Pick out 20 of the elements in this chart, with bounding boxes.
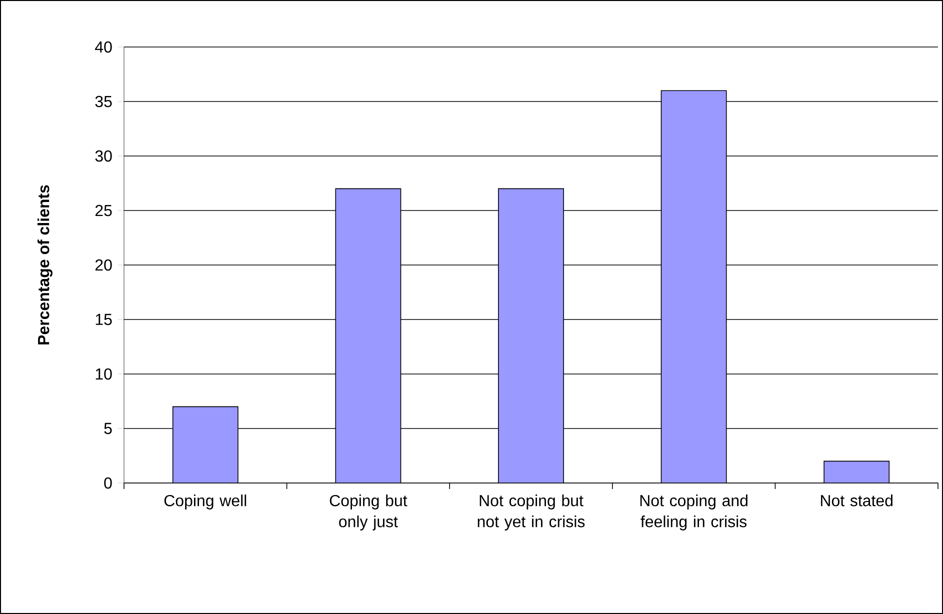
y-tick-label: 15: [96, 314, 112, 326]
bar: [172, 406, 238, 483]
y-tick-label: 25: [95, 204, 112, 216]
x-tick-label: Not coping and feeling in crisis: [640, 494, 748, 530]
bar: [660, 90, 727, 483]
y-tick-label: 35: [95, 96, 112, 108]
x-tick-label: Not coping but not yet in crisis: [478, 494, 585, 530]
x-tick-label: Coping but only just: [330, 494, 408, 530]
y-tick-label: 5: [104, 422, 112, 434]
y-tick-label: 40: [95, 41, 112, 53]
y-tick-label: 30: [95, 150, 112, 162]
x-tick-label: Coping well: [164, 494, 246, 510]
x-tick-label: Not stated: [821, 494, 892, 506]
bar: [824, 460, 890, 483]
y-axis-title: Percentage of clients: [37, 185, 52, 344]
y-tick-label: 10: [96, 368, 112, 380]
y-tick-label: 0: [104, 477, 112, 489]
y-tick-label: 20: [95, 259, 112, 271]
bar: [335, 188, 402, 483]
bar: [498, 188, 564, 483]
